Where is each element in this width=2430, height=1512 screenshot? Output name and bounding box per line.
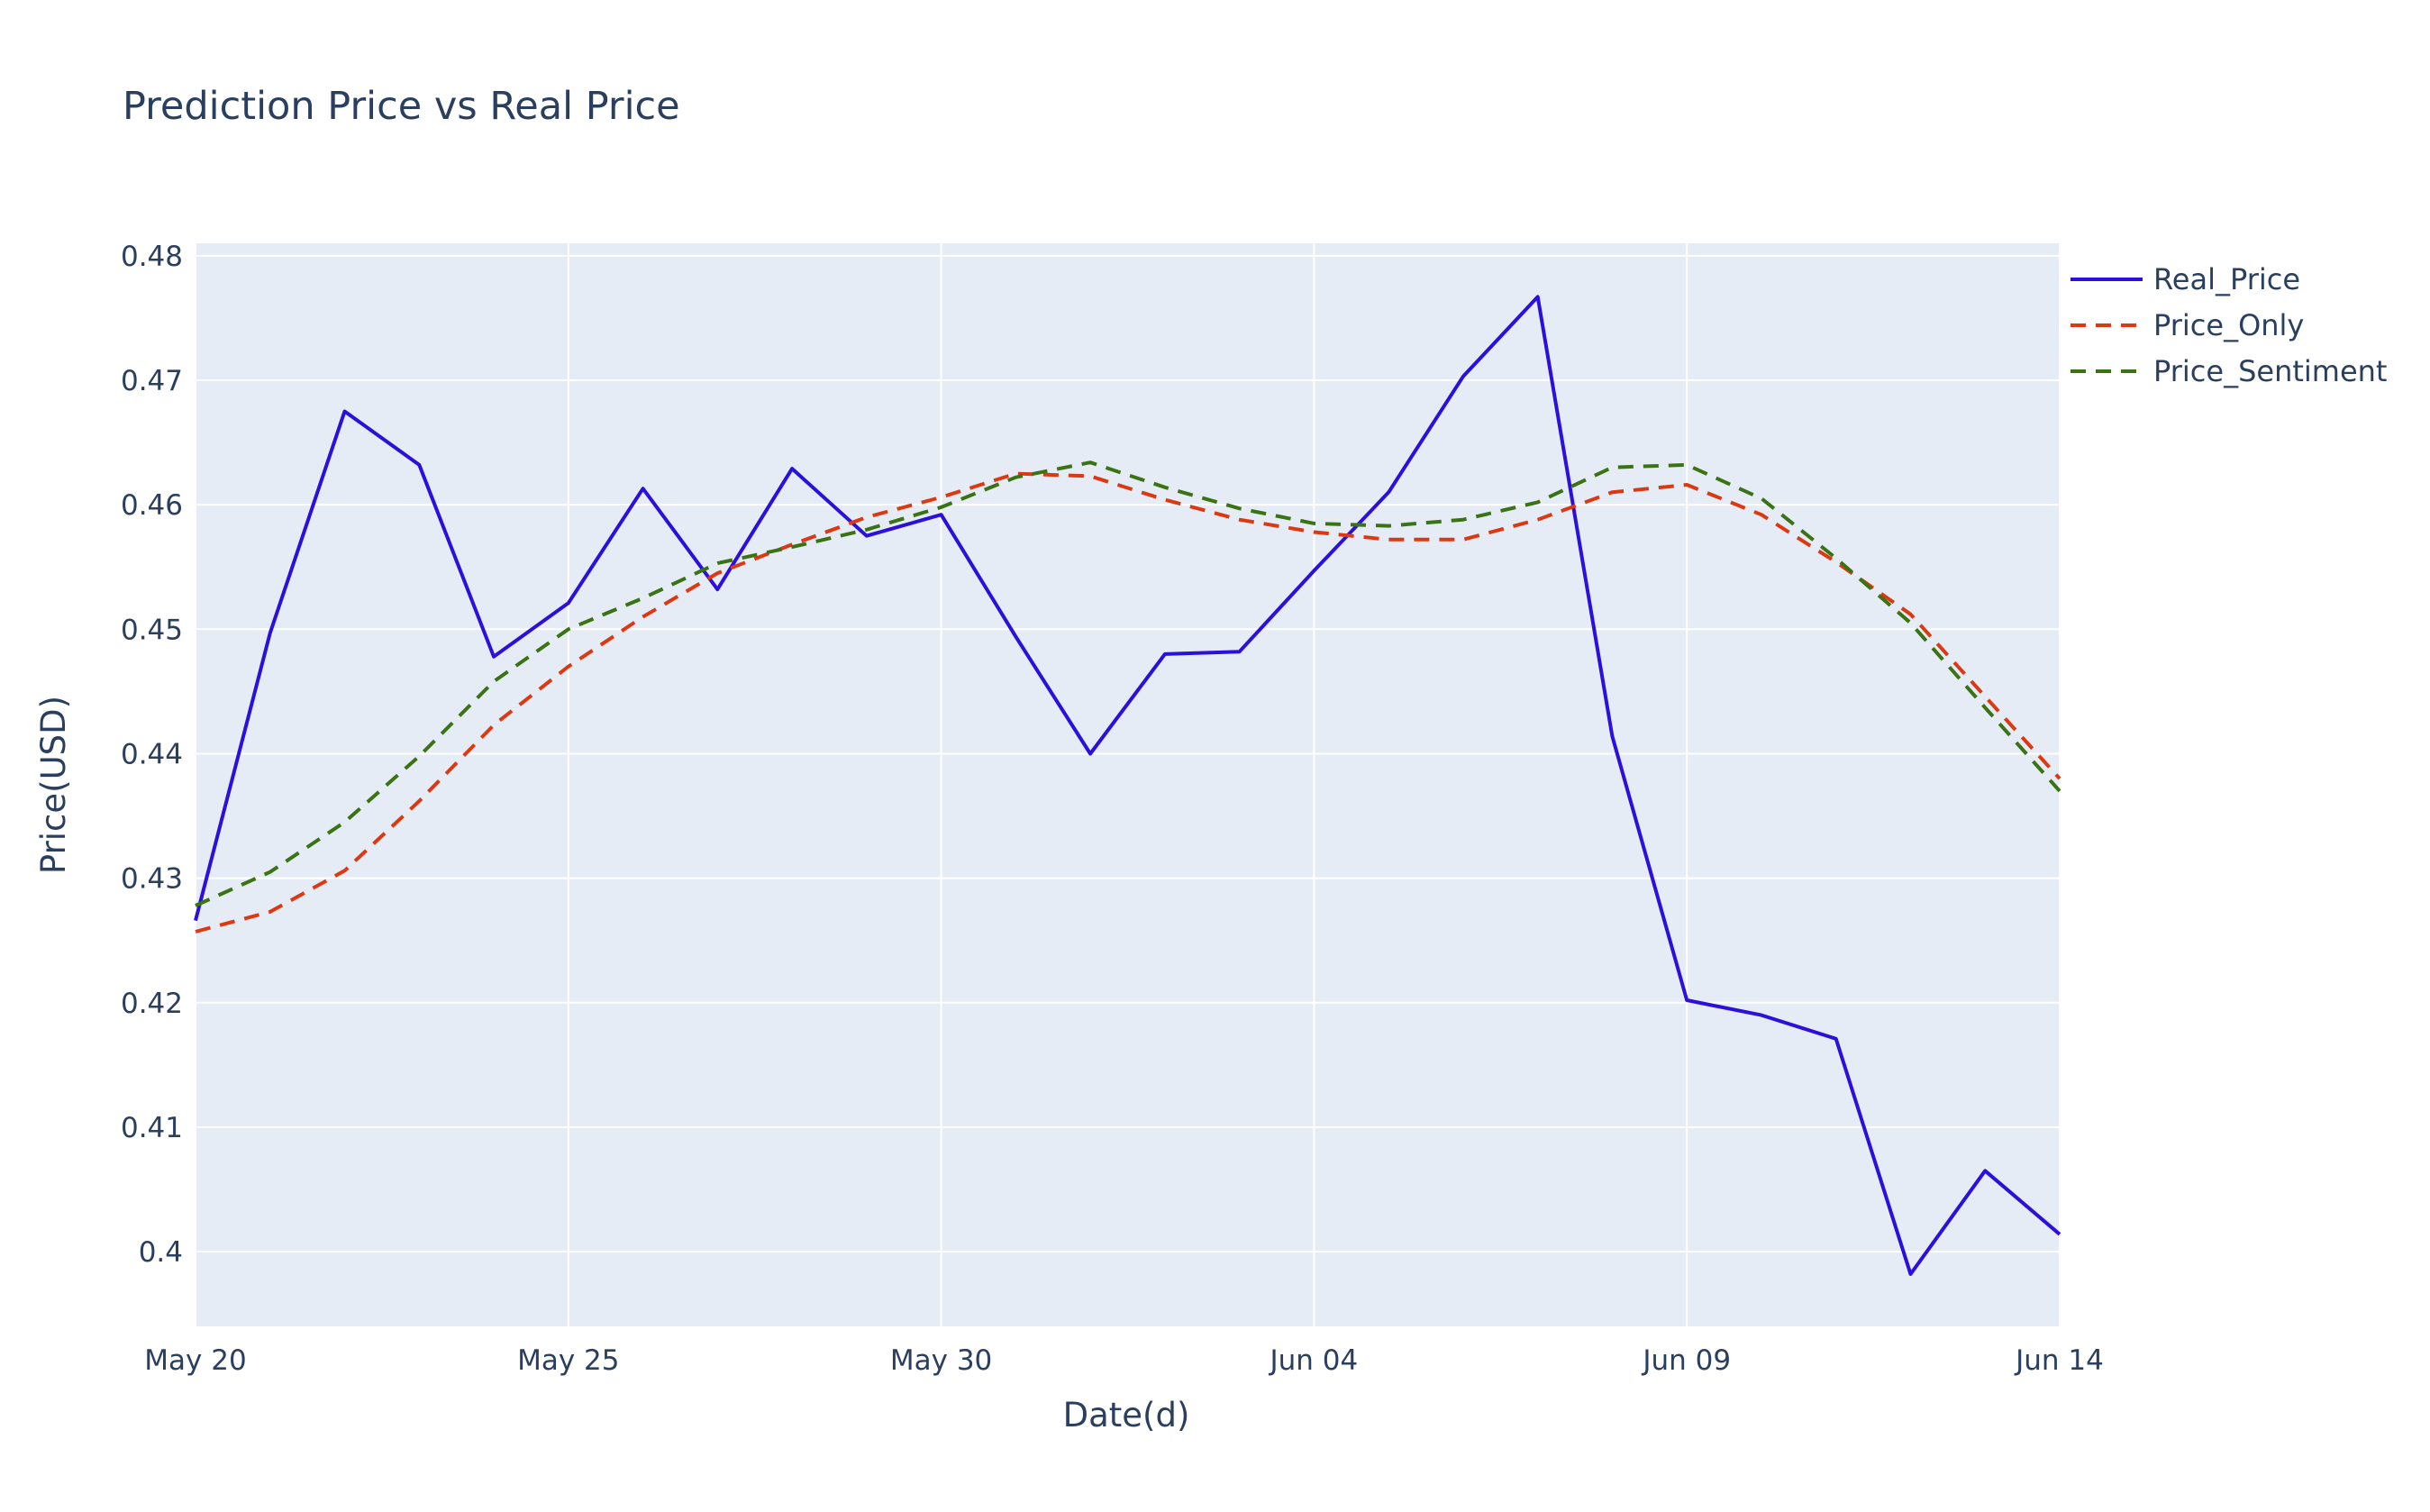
- y-tick-label: 0.4: [139, 1236, 183, 1269]
- x-tick-label: May 20: [144, 1344, 246, 1377]
- y-tick-label: 0.43: [121, 863, 183, 896]
- y-tick-label: 0.44: [121, 738, 183, 770]
- y-tick-label: 0.41: [121, 1112, 183, 1144]
- y-tick-label: 0.46: [121, 489, 183, 522]
- plot-area: [196, 243, 2060, 1326]
- legend-label: Price_Sentiment: [2153, 354, 2387, 388]
- legend-item[interactable]: Price_Only: [2071, 308, 2304, 342]
- series-line-real-price: [194, 295, 2061, 1276]
- x-tick-label: May 30: [890, 1344, 992, 1377]
- series-line-price-sentiment: [195, 460, 2061, 907]
- y-axis-title: Price(USD): [34, 696, 73, 874]
- y-tick-label: 0.48: [121, 241, 183, 273]
- x-tick-label: Jun 04: [1269, 1344, 1359, 1377]
- x-tick-label: Jun 09: [1641, 1344, 1731, 1377]
- x-tick-label: May 25: [517, 1344, 619, 1377]
- x-axis-title: Date(d): [1063, 1396, 1190, 1435]
- chart-title: Prediction Price vs Real Price: [123, 84, 680, 129]
- legend-item[interactable]: Price_Sentiment: [2071, 354, 2387, 388]
- legend-item[interactable]: Real_Price: [2071, 262, 2300, 296]
- x-axis-ticks: May 20 May 25 May 30 Jun 04 Jun 09 Jun 14: [144, 1344, 2104, 1377]
- series-line-price-only: [195, 471, 2061, 934]
- legend-label: Real_Price: [2153, 262, 2300, 296]
- legend[interactable]: Real_Price Price_Only Price_Sentiment: [2071, 262, 2387, 388]
- gridlines: [195, 243, 2061, 1326]
- x-tick-label: Jun 14: [2014, 1344, 2104, 1377]
- y-tick-label: 0.42: [121, 988, 183, 1020]
- y-axis-ticks: 0.4 0.41 0.42 0.43 0.44 0.45 0.46 0.47 0.48: [121, 241, 183, 1269]
- y-tick-label: 0.47: [121, 365, 183, 397]
- series-layer: [194, 295, 2061, 1276]
- y-tick-label: 0.45: [121, 614, 183, 646]
- legend-label: Price_Only: [2153, 308, 2304, 342]
